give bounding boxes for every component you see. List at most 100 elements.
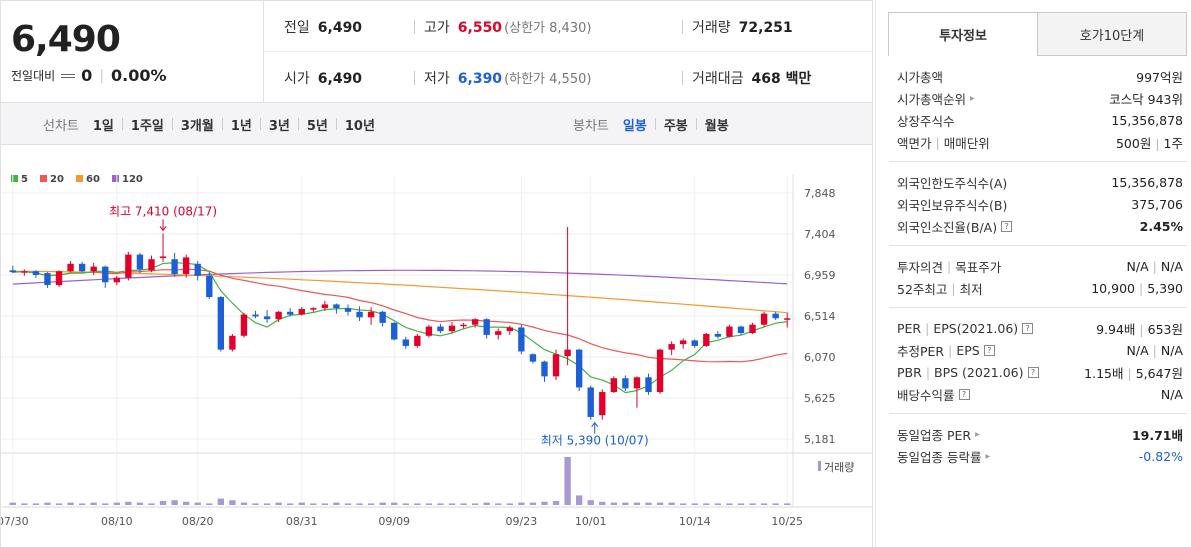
candle-body <box>448 325 456 332</box>
info-row: PBR | BPS (2021.06)? 1.15배 | 5,647원 <box>897 361 1183 383</box>
info-row: 동일업종 등락률 ▶ -0.82% <box>897 445 1183 467</box>
help-icon[interactable]: ? <box>1027 366 1039 378</box>
candle-body <box>229 335 236 350</box>
ma-5-line <box>12 262 788 394</box>
info-value: N/A <box>1161 387 1183 402</box>
info-key: 외국인한도주식수(A) <box>897 173 1007 192</box>
info-row: 외국인소진율(B/A)? 2.45% <box>897 215 1183 237</box>
candle-body <box>287 311 294 315</box>
info-key: 시가총액순위 ▶ <box>897 89 975 108</box>
legend-swatch-20 <box>40 175 47 182</box>
info-key-text-2: BPS (2021.06) <box>934 364 1024 380</box>
info-section-2: 외국인한도주식수(A) 15,356,878 외국인보유주식수(B) 375,706 외… <box>889 162 1187 246</box>
volume-bar <box>448 503 456 505</box>
candle-body <box>90 266 97 272</box>
candle-body <box>784 318 791 320</box>
candle-period-1[interactable]: 주봉 <box>663 118 688 134</box>
volume-bar <box>541 501 548 505</box>
candle-body <box>714 333 722 337</box>
volume-bar <box>55 503 63 505</box>
candle-body <box>367 311 375 318</box>
volume-bar <box>645 502 652 505</box>
period-5[interactable]: 5년 <box>306 118 328 134</box>
volume-bar <box>391 502 398 505</box>
caret-right-icon[interactable]: ▶ <box>985 452 991 460</box>
tab-orderbook[interactable]: 호가10단계 <box>1038 12 1187 56</box>
info-key-text: 외국인한도주식수(A) <box>897 175 1008 191</box>
candle-body <box>529 354 537 362</box>
volume-bar <box>194 502 201 505</box>
volume-bar <box>136 502 144 505</box>
info-value: N/A | N/A <box>1127 343 1183 358</box>
high-annotation: 최고 7,410 (08/17) <box>109 204 217 218</box>
divider: | <box>1139 321 1144 337</box>
divider <box>259 118 261 130</box>
divider: | <box>1155 135 1160 151</box>
volume: 거래량 72,251 <box>692 20 793 36</box>
candle-period-0[interactable]: 일봉 <box>622 118 647 134</box>
info-value: 15,356,878 <box>1111 175 1183 190</box>
candle-body <box>298 309 305 315</box>
info-key-text: 액면가 <box>897 135 932 151</box>
info-value-text-2: N/A <box>1160 258 1183 274</box>
volume-bar <box>333 502 340 505</box>
candle-body <box>275 311 282 320</box>
info-key: 외국인소진율(B/A)? <box>897 217 1013 236</box>
info-key-text-2: EPS <box>956 342 980 358</box>
volume-bar <box>367 503 375 505</box>
candle-body <box>645 377 652 393</box>
info-row: 시가총액순위 ▶ 코스닥 943위 <box>897 87 1183 109</box>
low-price: 저가 6,390 (하한가 4,550) <box>424 71 592 87</box>
divider <box>695 118 697 130</box>
legend-swatch-5 <box>11 175 18 182</box>
period-0[interactable]: 1일 <box>92 118 114 134</box>
period-6[interactable]: 10년 <box>344 118 375 134</box>
invest-panel: 투자정보 호가10단계 시가총액 997억원 시가총액순위 ▶ 코스닥 943위 상장주식… <box>888 12 1187 547</box>
candle-body <box>9 270 16 273</box>
caret-right-icon[interactable]: ▶ <box>975 430 980 438</box>
help-icon[interactable]: ? <box>983 344 995 356</box>
y-tick-label: 7,848 <box>804 187 836 200</box>
period-2[interactable]: 3개월 <box>180 118 214 134</box>
info-row: PER | EPS(2021.06)? 9.94배 | 653원 <box>897 317 1183 339</box>
tab-invest-info[interactable]: 투자정보 <box>888 12 1038 56</box>
volume-bar <box>599 501 606 505</box>
divider <box>171 118 173 130</box>
caret-right-icon[interactable]: ▶ <box>970 94 975 102</box>
volume-bar <box>425 503 433 505</box>
divider <box>682 20 683 34</box>
help-icon[interactable]: ? <box>958 388 970 400</box>
help-icon[interactable]: ? <box>1001 220 1013 232</box>
candle-body <box>703 333 710 346</box>
volume-bar <box>21 503 28 505</box>
info-section-3: 투자의견 | 목표주가 N/A | N/A 52주최고 | 최저 10,900 | 5,390 <box>889 246 1187 308</box>
info-key-text: 52주최고 <box>897 281 948 297</box>
info-key: 상장주식수 <box>897 111 955 130</box>
divider: | <box>948 342 953 358</box>
info-value-text-2: 5,390 <box>1147 280 1183 296</box>
ma-60-line <box>12 270 788 314</box>
period-1[interactable]: 1주일 <box>130 118 164 134</box>
volume-bar <box>726 503 733 505</box>
period-4[interactable]: 3년 <box>268 118 290 134</box>
help-icon[interactable]: ? <box>1022 322 1034 334</box>
divider: | <box>99 67 105 84</box>
info-value-text-2: 5,647원 <box>1135 365 1183 381</box>
low-annotation: 최저 5,390 (10/07) <box>541 434 649 448</box>
candle-body <box>171 259 178 274</box>
divider: | <box>947 258 952 274</box>
candle-body <box>610 378 618 393</box>
high-price: 고가 6,550 (상한가 8,430) <box>424 20 592 36</box>
divider <box>335 118 337 130</box>
period-3[interactable]: 1년 <box>230 118 252 134</box>
candle-period-2[interactable]: 월봉 <box>704 118 729 134</box>
volume-bar <box>217 498 225 505</box>
current-price: 6,490 <box>11 19 121 60</box>
candle-body <box>414 335 421 346</box>
info-value: N/A | N/A <box>1127 259 1183 274</box>
volume-bar <box>171 500 178 505</box>
candlestick-chart[interactable]: 5 20 60 120 7,848 7,404 6,959 6,514 6,070 5,625 5,… <box>1 145 872 547</box>
price-chart[interactable]: 5 20 60 120 7,848 7,404 6,959 6,514 6,070 5,625 5,… <box>0 145 873 547</box>
invest-info-list: 시가총액 997억원 시가총액순위 ▶ 코스닥 943위 상장주식수 15,356,878 액… <box>888 56 1187 547</box>
info-value-text: N/A <box>1160 386 1183 402</box>
